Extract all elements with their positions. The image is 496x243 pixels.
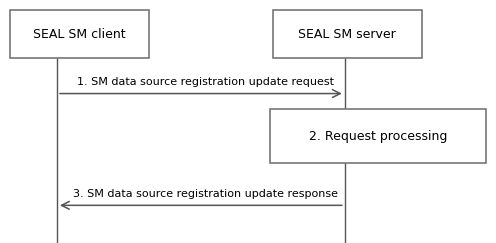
- Text: 2. Request processing: 2. Request processing: [309, 130, 447, 143]
- FancyBboxPatch shape: [273, 10, 422, 58]
- FancyBboxPatch shape: [10, 10, 149, 58]
- Text: SEAL SM server: SEAL SM server: [298, 27, 396, 41]
- Text: 1. SM data source registration update request: 1. SM data source registration update re…: [77, 78, 334, 87]
- Text: 3. SM data source registration update response: 3. SM data source registration update re…: [73, 189, 338, 199]
- FancyBboxPatch shape: [270, 109, 486, 163]
- Text: SEAL SM client: SEAL SM client: [33, 27, 125, 41]
